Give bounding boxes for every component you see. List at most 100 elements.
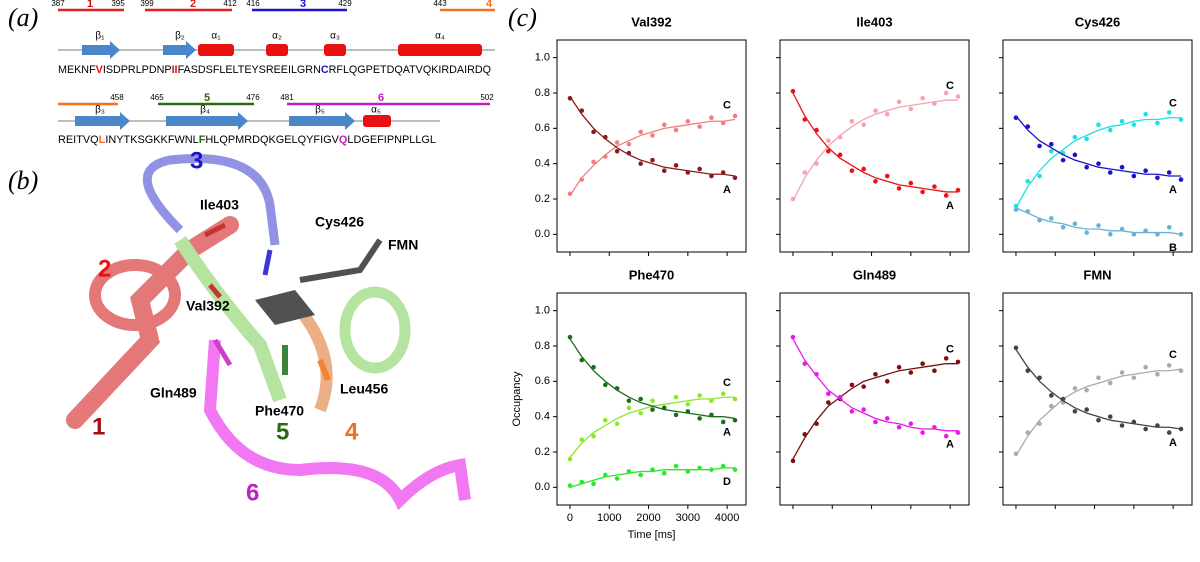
data-point — [685, 402, 691, 407]
data-point — [638, 472, 643, 478]
data-point — [1096, 122, 1101, 128]
data-point — [650, 133, 655, 138]
data-point — [955, 187, 961, 193]
fit-line — [792, 338, 958, 432]
data-point — [1155, 423, 1160, 428]
data-point — [567, 334, 573, 340]
data-point — [1107, 127, 1113, 133]
data-point — [650, 398, 655, 404]
x-tick-label: 3000 — [676, 512, 700, 524]
data-point — [661, 470, 667, 476]
data-point — [650, 407, 655, 412]
data-point — [1155, 120, 1160, 126]
data-point — [826, 391, 831, 397]
data-point — [614, 421, 620, 427]
sequence-part: HLQPMRDQKGELQYFIGV — [205, 134, 339, 146]
data-point — [603, 417, 608, 423]
y-tick-label: 1.0 — [535, 52, 550, 64]
data-point — [661, 168, 667, 174]
residue-number: 476 — [246, 93, 260, 102]
sequence-part: Q — [339, 134, 348, 146]
fit-line — [792, 363, 958, 460]
series-label: C — [1169, 349, 1177, 361]
data-point — [1060, 224, 1066, 230]
data-point — [1084, 164, 1089, 170]
data-point — [1084, 230, 1089, 235]
fit-line — [1015, 349, 1182, 430]
data-point — [1037, 143, 1042, 149]
data-point — [1025, 368, 1031, 374]
data-point — [1049, 403, 1054, 409]
data-point — [1119, 164, 1125, 170]
data-point — [1143, 364, 1148, 370]
sequence-part: ISDPRLPDNP — [103, 64, 172, 76]
segment-number: 4 — [486, 0, 493, 10]
y-tick-label: 0.0 — [535, 481, 550, 493]
data-point — [884, 111, 890, 117]
data-point — [650, 467, 655, 472]
residue-number: 416 — [246, 0, 260, 8]
sequence-part: L — [99, 134, 106, 146]
protein-cartoon — [66, 153, 471, 511]
data-point — [1013, 345, 1019, 351]
fit-line — [1015, 207, 1182, 235]
residue-label: FMN — [388, 237, 418, 253]
data-point — [1084, 387, 1089, 393]
data-point — [1025, 209, 1031, 214]
sequence-part: C — [321, 64, 329, 76]
fmn-tail — [299, 238, 383, 283]
helix — [324, 44, 346, 56]
data-point — [603, 382, 608, 388]
data-point — [873, 371, 878, 377]
data-point — [579, 357, 585, 363]
data-point — [1084, 407, 1089, 412]
strand — [66, 216, 239, 429]
data-point — [697, 465, 702, 471]
data-point — [591, 481, 596, 487]
y-tick-label: 0.2 — [535, 193, 550, 205]
data-point — [849, 118, 855, 124]
data-point — [638, 161, 643, 166]
data-point — [1037, 173, 1042, 179]
residue-number: 443 — [433, 0, 447, 8]
series-label: D — [723, 476, 731, 488]
data-point — [814, 127, 819, 133]
data-point — [673, 463, 679, 469]
helix — [363, 115, 391, 127]
data-point — [685, 469, 691, 474]
data-point — [802, 117, 808, 122]
residue-number: 387 — [51, 0, 65, 8]
segment-label: 5 — [276, 418, 289, 445]
x-tick-label: 4000 — [715, 512, 739, 524]
data-point — [650, 157, 655, 163]
data-point — [697, 166, 702, 172]
data-point — [1049, 149, 1054, 154]
panel-label: (c) — [508, 3, 537, 32]
data-point — [861, 166, 866, 172]
data-point — [861, 122, 866, 128]
data-point — [873, 108, 878, 113]
chart-title: Phe470 — [629, 267, 675, 282]
beta-arrow — [82, 41, 120, 59]
data-point — [673, 394, 679, 400]
residue-number: 395 — [111, 0, 125, 8]
data-point — [567, 456, 573, 462]
data-point — [626, 469, 632, 474]
beta-arrow — [166, 112, 248, 130]
beta-arrow — [289, 112, 355, 130]
y-tick-label: 0.4 — [535, 158, 550, 170]
data-point — [1072, 386, 1078, 391]
data-point — [614, 386, 620, 391]
data-point — [873, 179, 878, 184]
data-point — [826, 149, 831, 154]
helix — [89, 259, 181, 331]
data-point — [896, 186, 902, 191]
data-point — [814, 161, 819, 166]
data-point — [603, 154, 608, 159]
fit-line — [1015, 115, 1181, 177]
data-point — [920, 430, 925, 435]
series-label: C — [723, 99, 731, 111]
structure-label: α₂ — [272, 31, 282, 42]
sequence-part: INYTKSGKKFWNL — [105, 134, 198, 146]
